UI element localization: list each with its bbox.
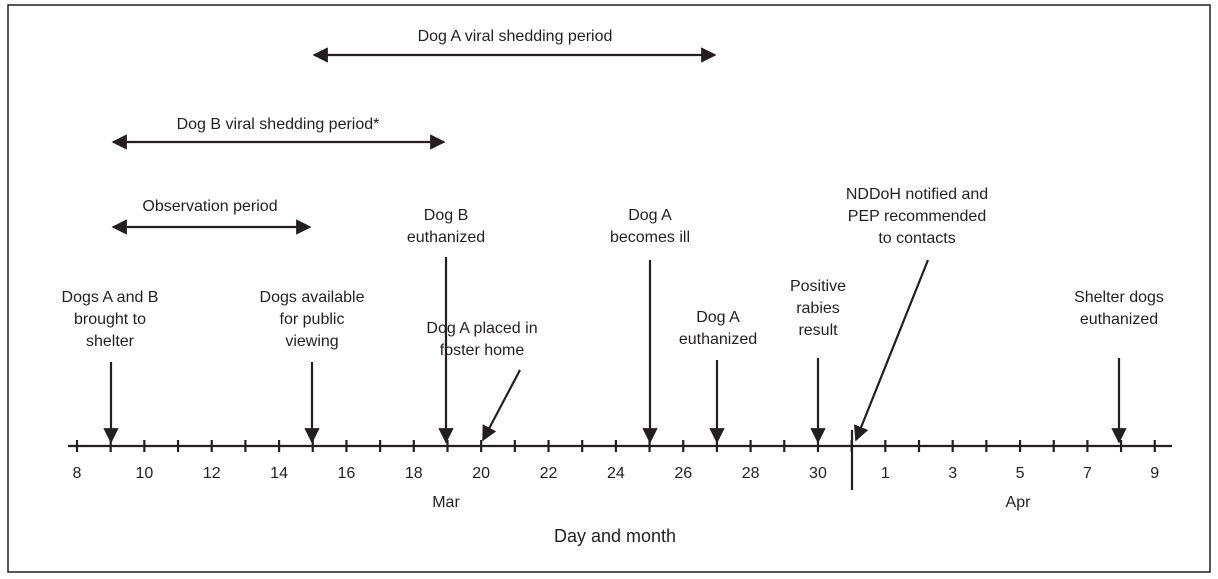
tick-label: 7 — [1083, 465, 1092, 482]
tick-label: 14 — [270, 465, 288, 482]
tick-label: 18 — [405, 465, 423, 482]
month-label: Mar — [432, 494, 460, 511]
tick-label: 16 — [338, 465, 356, 482]
event-label: Positive — [790, 278, 846, 295]
event-label: to contacts — [878, 230, 955, 247]
tick-label: 24 — [607, 465, 625, 482]
tick-label: 3 — [948, 465, 957, 482]
event-label: Dog A — [628, 207, 672, 224]
month-label: Apr — [1006, 494, 1032, 511]
event-label: becomes ill — [610, 229, 690, 246]
event-label: Shelter dogs — [1074, 289, 1164, 306]
event-label: brought to — [74, 311, 146, 328]
event-label: result — [798, 322, 838, 339]
period-label: Dog A viral shedding period — [418, 28, 613, 45]
event-label: euthanized — [407, 229, 485, 246]
event-label: Dog B — [424, 207, 468, 224]
period-label: Dog B viral shedding period* — [177, 116, 380, 133]
tick-label: 10 — [135, 465, 153, 482]
event-label: foster home — [440, 342, 525, 359]
event-label: euthanized — [1080, 311, 1158, 328]
period-label: Observation period — [142, 198, 277, 215]
event-label: shelter — [86, 333, 135, 350]
event-label: Dog A placed in — [426, 320, 537, 337]
axis-title: Day and month — [554, 526, 676, 546]
tick-label: 9 — [1150, 465, 1159, 482]
event-label: for public — [280, 311, 345, 328]
event-label: rabies — [796, 300, 840, 317]
event-label: Dogs A and B — [62, 289, 159, 306]
tick-label: 8 — [73, 465, 82, 482]
tick-label: 26 — [674, 465, 692, 482]
frame — [7, 4, 1211, 573]
event-label: PEP recommended — [848, 208, 986, 225]
event-label: euthanized — [679, 331, 757, 348]
tick-label: 1 — [881, 465, 890, 482]
event-arrow — [853, 259, 930, 442]
event-label: Dog A — [696, 309, 740, 326]
tick-label: 5 — [1016, 465, 1025, 482]
tick-label: 28 — [742, 465, 760, 482]
tick-label: 22 — [540, 465, 558, 482]
tick-label: 20 — [472, 465, 490, 482]
tick-label: 30 — [809, 465, 827, 482]
event-label: viewing — [285, 333, 338, 350]
event-arrow — [482, 369, 521, 442]
event-label: Dogs available — [260, 289, 365, 306]
tick-label: 12 — [203, 465, 221, 482]
event-label: NDDoH notified and — [846, 186, 988, 203]
